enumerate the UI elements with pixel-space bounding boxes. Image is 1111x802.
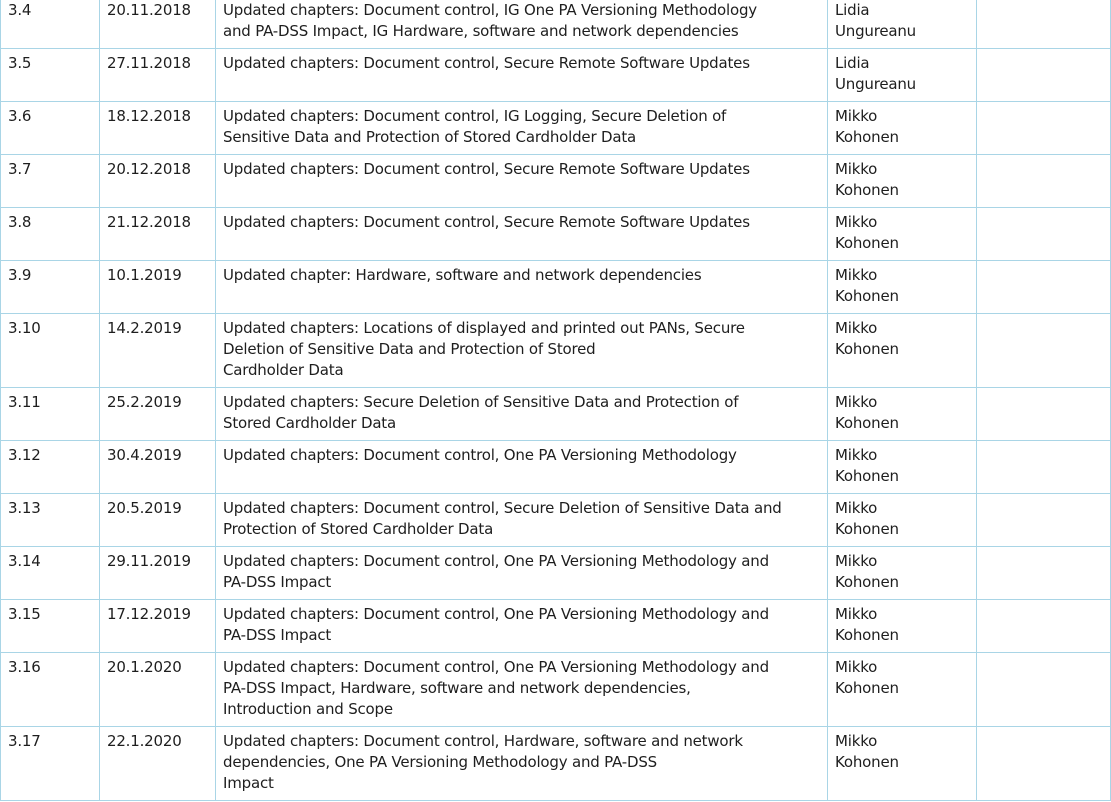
version-cell: 3.16 [0,652,100,727]
description-cell: Updated chapters: Document control, Hard… [215,726,828,801]
author-cell: Mikko Kohonen [827,154,977,208]
table-row: 3.17 22.1.2020 Updated chapters: Document … [0,726,1111,801]
description-cell: Updated chapters: Document control, Secu… [215,207,828,261]
notes-cell [976,440,1111,494]
author-cell: Mikko Kohonen [827,440,977,494]
description-cell: Updated chapters: Document control, One … [215,546,828,600]
notes-cell [976,493,1111,547]
notes-cell [976,599,1111,653]
table-row: 3.7 20.12.2018 Updated chapters: Document … [0,154,1111,208]
description-cell: Updated chapters: Document control, IG L… [215,101,828,155]
description-cell: Updated chapters: Document control, Secu… [215,493,828,547]
version-cell: 3.12 [0,440,100,494]
version-cell: 3.10 [0,313,100,388]
date-cell: 20.1.2020 [99,652,216,727]
table-row: 3.10 14.2.2019 Updated chapters: Locations… [0,313,1111,388]
author-cell: Lidia Ungureanu [827,48,977,102]
description-cell: Updated chapters: Document control, Secu… [215,154,828,208]
table-row: 3.14 29.11.2019 Updated chapters: Document… [0,546,1111,600]
table-row: 3.13 20.5.2019 Updated chapters: Document … [0,493,1111,547]
notes-cell [976,101,1111,155]
version-cell: 3.13 [0,493,100,547]
table-row: 3.11 25.2.2019 Updated chapters: Secure De… [0,387,1111,441]
table-row: 3.9 10.1.2019 Updated chapter: Hardware, s… [0,260,1111,314]
version-cell: 3.4 [0,0,100,49]
author-cell: Mikko Kohonen [827,260,977,314]
version-cell: 3.6 [0,101,100,155]
description-cell: Updated chapter: Hardware, software and … [215,260,828,314]
table-row: 3.5 27.11.2018 Updated chapters: Document … [0,48,1111,102]
author-cell: Mikko Kohonen [827,101,977,155]
date-cell: 30.4.2019 [99,440,216,494]
date-cell: 18.12.2018 [99,101,216,155]
author-cell: Lidia Ungureanu [827,0,977,49]
notes-cell [976,207,1111,261]
author-cell: Mikko Kohonen [827,652,977,727]
author-cell: Mikko Kohonen [827,493,977,547]
notes-cell [976,652,1111,727]
version-cell: 3.15 [0,599,100,653]
table-row: 3.16 20.1.2020 Updated chapters: Document … [0,652,1111,727]
date-cell: 21.12.2018 [99,207,216,261]
version-cell: 3.14 [0,546,100,600]
notes-cell [976,726,1111,801]
date-cell: 14.2.2019 [99,313,216,388]
date-cell: 20.11.2018 [99,0,216,49]
table-row: 3.8 21.12.2018 Updated chapters: Document … [0,207,1111,261]
date-cell: 29.11.2019 [99,546,216,600]
version-cell: 3.7 [0,154,100,208]
date-cell: 27.11.2018 [99,48,216,102]
notes-cell [976,48,1111,102]
notes-cell [976,313,1111,388]
version-cell: 3.8 [0,207,100,261]
author-cell: Mikko Kohonen [827,546,977,600]
date-cell: 17.12.2019 [99,599,216,653]
table-row: 3.4 20.11.2018 Updated chapters: Document … [0,0,1111,49]
author-cell: Mikko Kohonen [827,599,977,653]
notes-cell [976,546,1111,600]
description-cell: Updated chapters: Document control, Secu… [215,48,828,102]
version-cell: 3.11 [0,387,100,441]
author-cell: Mikko Kohonen [827,726,977,801]
notes-cell [976,260,1111,314]
version-cell: 3.17 [0,726,100,801]
table-row: 3.15 17.12.2019 Updated chapters: Document… [0,599,1111,653]
author-cell: Mikko Kohonen [827,387,977,441]
date-cell: 20.5.2019 [99,493,216,547]
table-row: 3.12 30.4.2019 Updated chapters: Document … [0,440,1111,494]
description-cell: Updated chapters: Secure Deletion of Sen… [215,387,828,441]
table-row: 3.6 18.12.2018 Updated chapters: Document … [0,101,1111,155]
description-cell: Updated chapters: Document control, IG O… [215,0,828,49]
description-cell: Updated chapters: Document control, One … [215,652,828,727]
author-cell: Mikko Kohonen [827,313,977,388]
date-cell: 20.12.2018 [99,154,216,208]
notes-cell [976,154,1111,208]
notes-cell [976,387,1111,441]
date-cell: 22.1.2020 [99,726,216,801]
date-cell: 25.2.2019 [99,387,216,441]
author-cell: Mikko Kohonen [827,207,977,261]
description-cell: Updated chapters: Document control, One … [215,599,828,653]
description-cell: Updated chapters: Document control, One … [215,440,828,494]
version-cell: 3.9 [0,260,100,314]
date-cell: 10.1.2019 [99,260,216,314]
description-cell: Updated chapters: Locations of displayed… [215,313,828,388]
version-cell: 3.5 [0,48,100,102]
notes-cell [976,0,1111,49]
